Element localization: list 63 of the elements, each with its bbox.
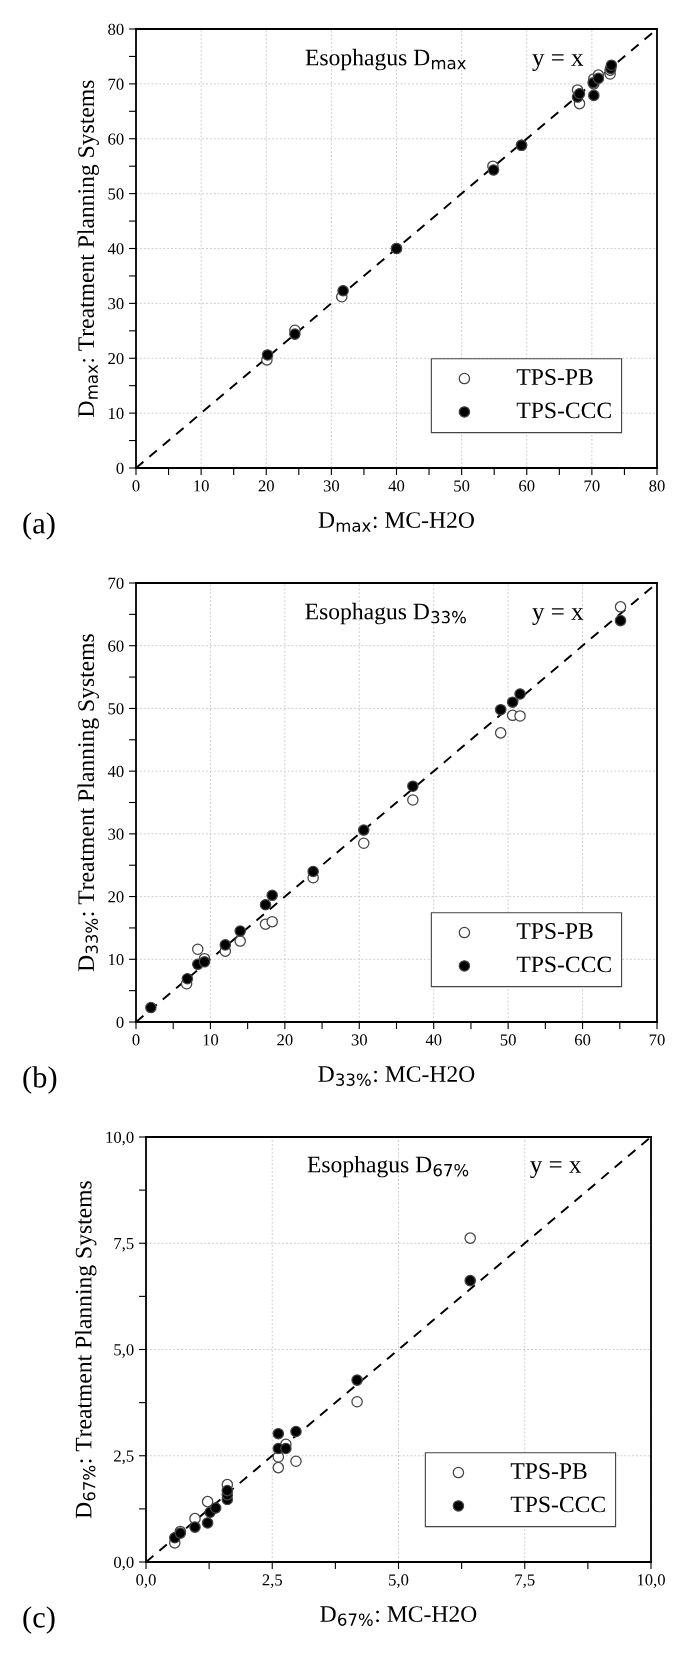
x-tick-label: 10 xyxy=(203,1034,219,1046)
y-tick-label: 60 xyxy=(108,133,124,145)
y-axis-title: D$_{max}$: Treatment Planning Systems xyxy=(77,80,99,417)
x-tick-label: 70 xyxy=(649,1034,665,1046)
x-tick-label: 50 xyxy=(454,480,470,492)
text: (a) xyxy=(23,512,55,540)
x-axis-title: D$_{67%}$: MC-H2O xyxy=(320,1606,477,1626)
y-tick-label: 7,5 xyxy=(114,1238,134,1252)
text: (c) xyxy=(23,1606,55,1634)
y-tick-label: 10,0 xyxy=(106,1131,134,1146)
y-tick-label: 70 xyxy=(108,577,124,589)
y-tick-label: 2,5 xyxy=(114,1450,134,1465)
y-tick-label: 20 xyxy=(108,891,124,903)
y-tick-label: 50 xyxy=(108,703,124,715)
y-tick-label: 0,0 xyxy=(114,1556,134,1571)
y-tick-label: 50 xyxy=(108,188,124,200)
text: (b) xyxy=(23,1066,57,1094)
legend-label: TPS-CCC xyxy=(510,1496,605,1513)
y-tick-label: 40 xyxy=(107,765,124,778)
legend-label: TPS-PB xyxy=(516,369,593,385)
y-tick-label: 70 xyxy=(108,78,124,90)
y-tick-label: 20 xyxy=(108,352,124,365)
x-tick-label: 5,0 xyxy=(389,1574,409,1588)
x-tick-label: 80 xyxy=(649,480,665,492)
text: Esophagus D$_{33%}$ xyxy=(305,602,466,625)
legend-label: TPS-PB xyxy=(516,923,593,939)
x-tick-label: 2,5 xyxy=(262,1574,283,1588)
x-tick-label: 7,5 xyxy=(515,1574,535,1588)
x-tick-label: 0,0 xyxy=(136,1574,156,1588)
y-tick-label: 5,0 xyxy=(114,1344,134,1358)
annotation: y = x xyxy=(532,608,584,626)
y-tick-label: 30 xyxy=(108,828,124,840)
x-tick-label: 50 xyxy=(500,1034,516,1046)
x-tick-label: 10 xyxy=(194,480,209,492)
x-tick-label: 60 xyxy=(519,480,535,492)
y-axis-title: D$_{33%}$: Treatment Planning Systems xyxy=(77,634,99,972)
y-tick-label: 0 xyxy=(116,1016,124,1028)
legend-label: TPS-CCC xyxy=(516,956,611,973)
annotation: y = x xyxy=(532,54,584,72)
y-tick-label: 0 xyxy=(116,462,124,474)
x-tick-label: 70 xyxy=(584,480,600,492)
text: Esophagus D$_{67%}$ xyxy=(307,1155,469,1178)
y-tick-label: 60 xyxy=(108,640,124,652)
legend-label: TPS-PB xyxy=(510,1463,587,1479)
y-tick-label: 40 xyxy=(107,243,124,255)
x-tick-label: 30 xyxy=(351,1034,367,1046)
x-tick-label: 30 xyxy=(323,480,340,492)
annotation: y = x xyxy=(530,1161,582,1179)
x-tick-label: 20 xyxy=(258,480,274,492)
x-axis-title: D$_{33%}$: MC-H2O xyxy=(318,1066,475,1086)
legend-label: TPS-CCC xyxy=(516,402,611,419)
y-axis-title: D$_{67%}$: Treatment Planning Systems xyxy=(74,1181,97,1519)
x-tick-label: 20 xyxy=(277,1034,293,1046)
y-tick-label: 10 xyxy=(108,953,124,966)
y-tick-label: 30 xyxy=(108,298,124,310)
x-tick-label: 40 xyxy=(388,480,405,492)
text: Esophagus D$_{max}$ xyxy=(305,48,466,71)
x-tick-label: 10,0 xyxy=(637,1574,665,1588)
y-tick-label: 80 xyxy=(108,23,124,35)
x-tick-label: 40 xyxy=(425,1034,442,1046)
x-axis-title: D$_{max}$: MC-H2O xyxy=(318,512,474,532)
y-tick-label: 10 xyxy=(108,407,124,420)
x-tick-label: 60 xyxy=(574,1034,591,1046)
